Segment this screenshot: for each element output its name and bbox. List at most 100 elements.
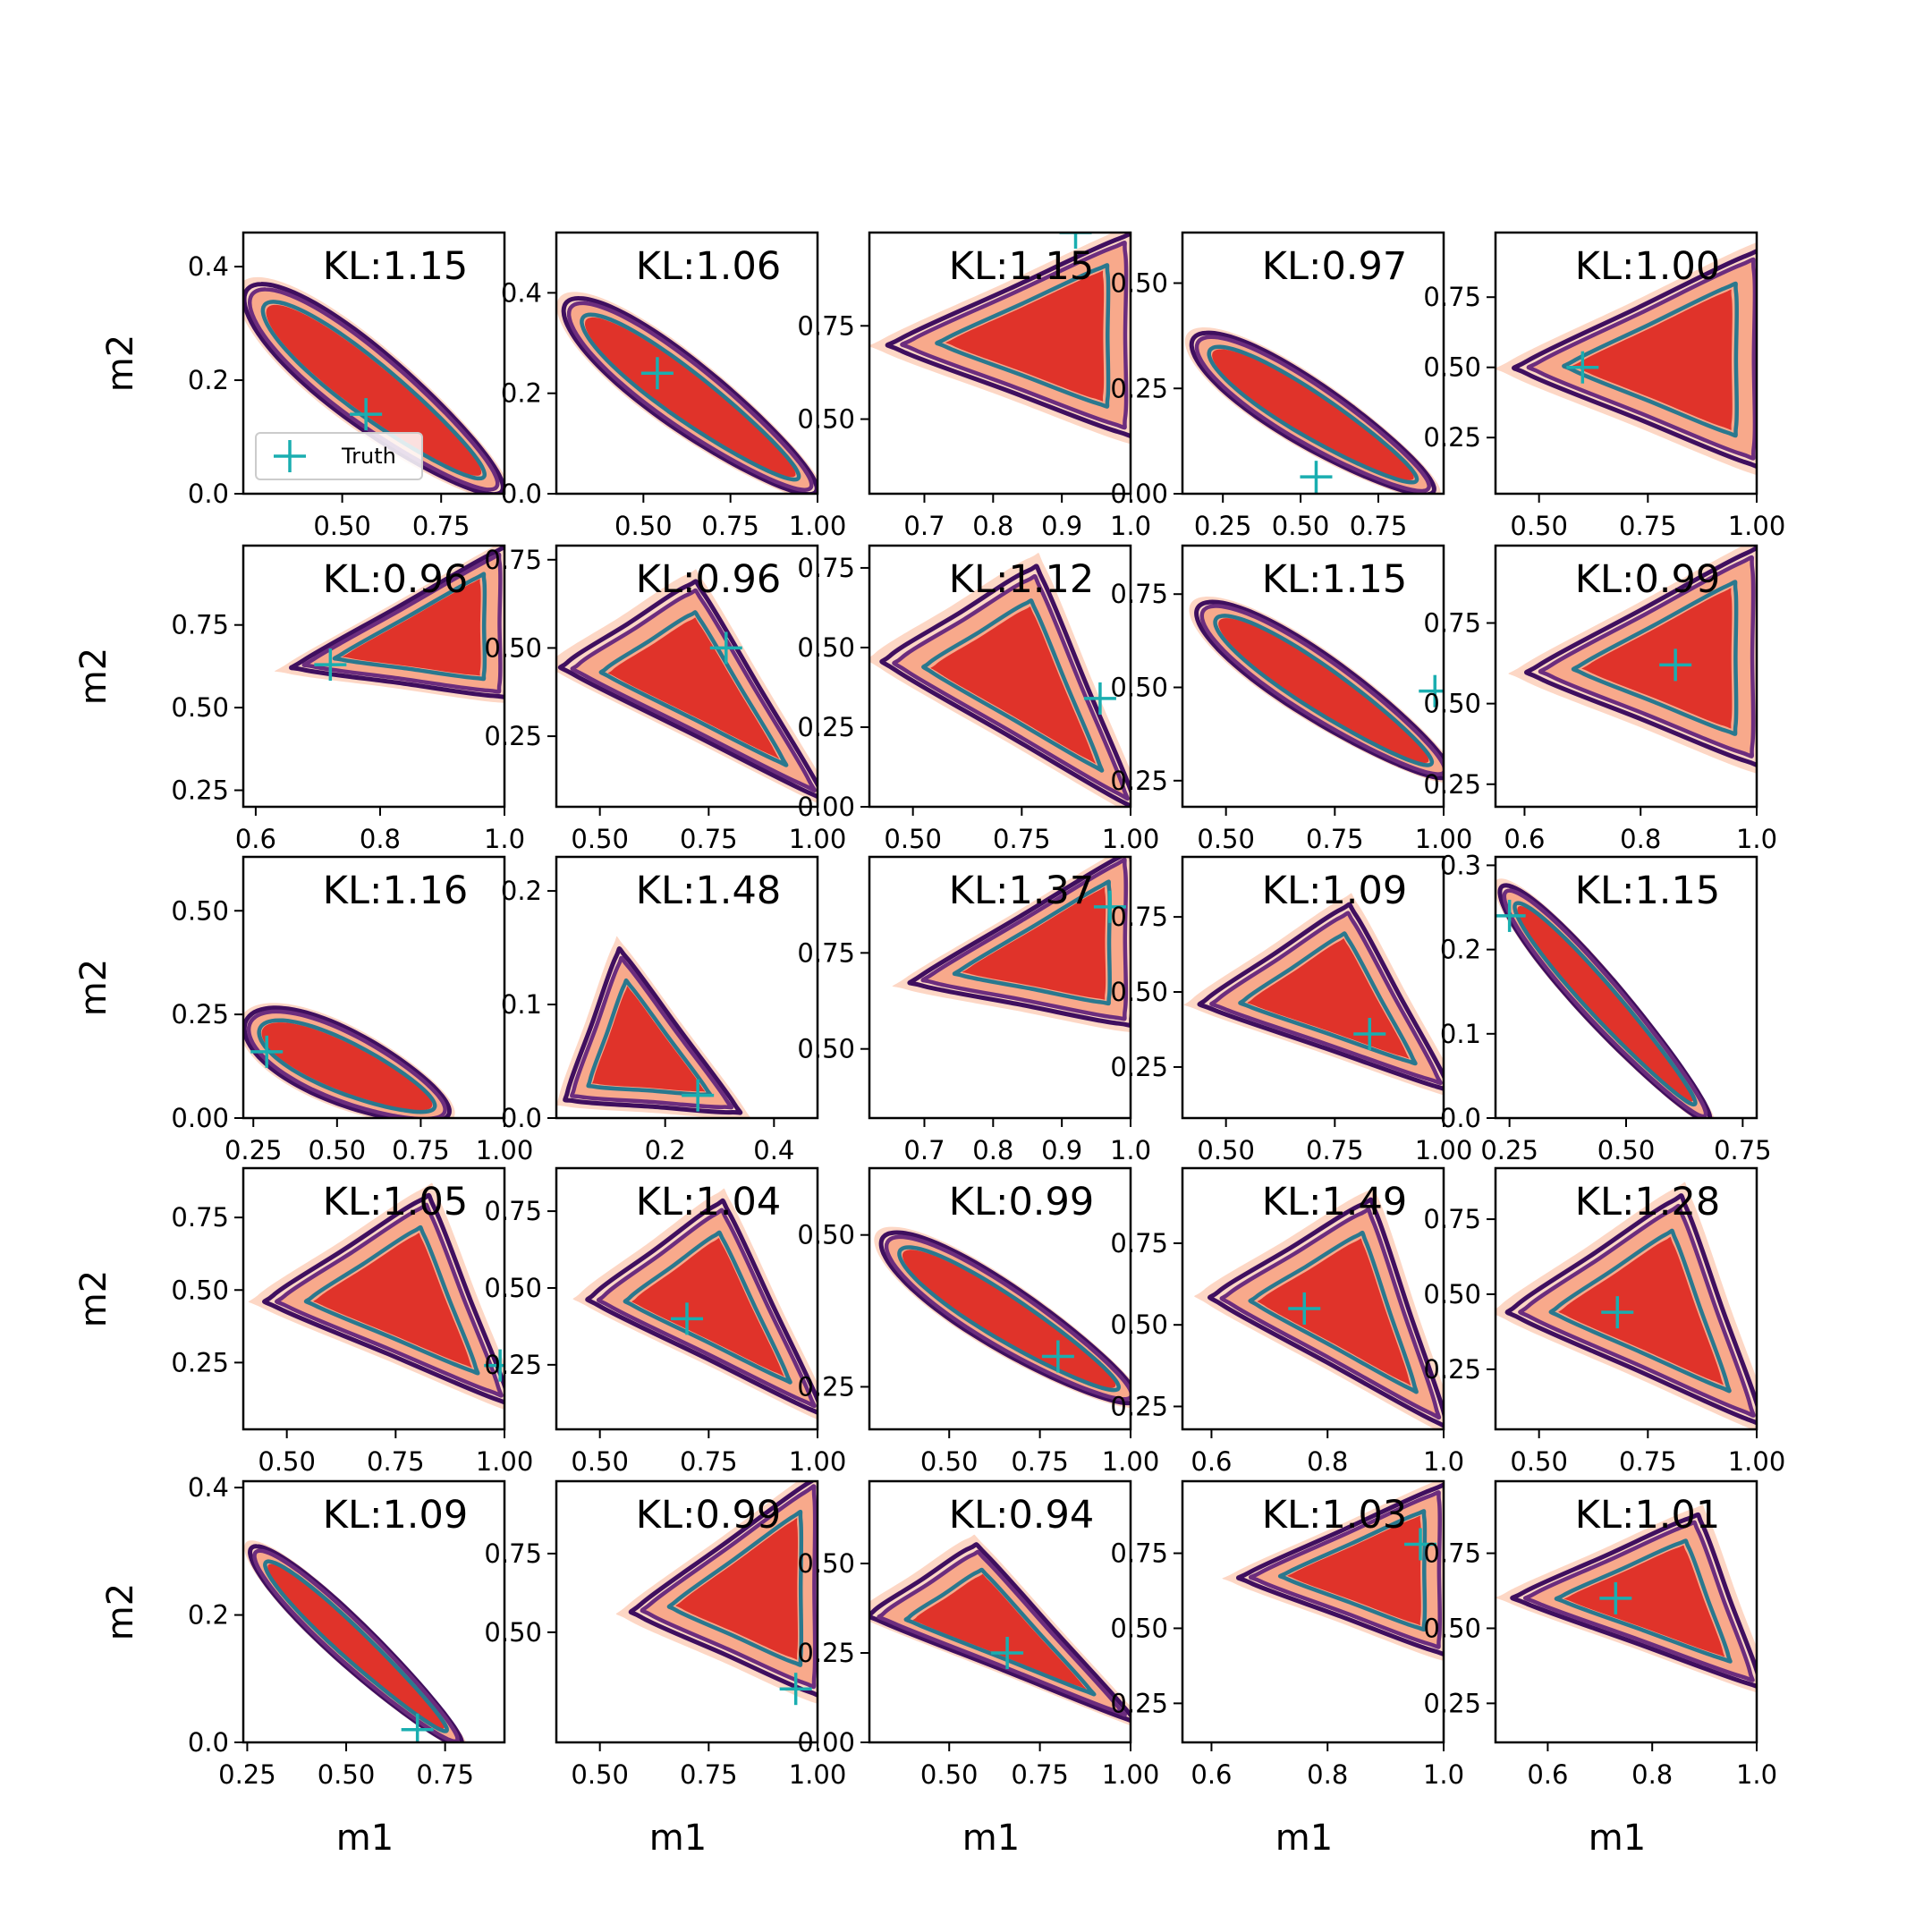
y-tick-label: 0.25 [484, 721, 542, 751]
contour-line-inner [598, 610, 789, 767]
x-tick-label: 1.0 [484, 824, 525, 854]
x-tick-label: 1.00 [789, 1446, 847, 1477]
density-contours [869, 233, 1131, 445]
truth-marker [1496, 899, 1526, 932]
truth-marker [779, 1673, 812, 1706]
x-tick-label: 1.0 [1736, 824, 1777, 854]
y-tick-label: 0.75 [1423, 282, 1481, 312]
density-contours [869, 553, 1131, 807]
contour-line-mid [247, 287, 500, 492]
contour-line-inner [1562, 281, 1740, 438]
density-contours [1496, 878, 1715, 1118]
truth-marker [1059, 233, 1092, 249]
density-contours [1189, 596, 1444, 784]
x-tick-label: 0.75 [367, 1446, 425, 1477]
x-tick-label: 1.00 [789, 511, 847, 541]
contour-line-inner [257, 1018, 437, 1114]
contour-line-inner [580, 312, 801, 482]
x-tick-label: 1.00 [789, 1759, 847, 1790]
x-tick-label: 1.00 [1728, 511, 1786, 541]
x-tick-label: 0.8 [1631, 1759, 1673, 1790]
density-fill-inner [631, 1238, 784, 1377]
density-fill-inner [962, 886, 1106, 1000]
contour-line-outer [262, 1192, 504, 1405]
density-fill-inner [912, 1573, 1087, 1690]
density-contours [1222, 1481, 1444, 1661]
panel-18: KL:0.99 0.50 0.75 1.00 0.25 0.50 [797, 1166, 1159, 1477]
y-tick-label: 0.50 [1423, 1613, 1481, 1643]
axes-frame [1494, 1479, 1758, 1744]
x-tick-label: 1.00 [476, 1135, 534, 1165]
axes-frame [555, 1166, 819, 1431]
kl-label: KL:1.15 [949, 244, 1094, 289]
density-fill-inner [1218, 618, 1429, 763]
density-fill-inner [313, 1233, 472, 1368]
density-contours [556, 569, 818, 804]
truth-marker [1083, 682, 1116, 715]
contour-line-mid [900, 240, 1129, 430]
x-tick-label: 0.50 [1510, 511, 1568, 541]
x-tick-label: 1.0 [1736, 1759, 1777, 1790]
kl-label: KL:0.96 [636, 557, 781, 602]
x-tick-label: 1.00 [1102, 824, 1160, 854]
x-tick-label: 0.75 [1714, 1135, 1772, 1165]
density-fill-inner [1517, 906, 1693, 1102]
kl-label: KL:1.09 [1262, 869, 1407, 913]
density-fill-inner [1257, 1238, 1411, 1386]
panel-21: KL:1.09 0.25 0.50 0.75 0.0 0.2 0.4 [188, 1472, 506, 1790]
contour-line-mid [1199, 604, 1444, 776]
contour-line-mid [566, 301, 814, 492]
y-tick-label: 0.25 [1423, 1688, 1481, 1718]
contour-line-inner [903, 1567, 1097, 1697]
contour-line-outer [879, 564, 1131, 807]
x-tick-label: 0.2 [645, 1135, 686, 1165]
density-contours [244, 1540, 467, 1742]
axes-frame [1494, 231, 1758, 496]
truth-marker [1566, 351, 1599, 384]
contour-line-inner [666, 1509, 804, 1667]
panel-5: KL:1.00 0.50 0.75 1.00 0.25 0.50 0.75 [1423, 231, 1786, 541]
y-tick-label: 0.50 [1110, 673, 1168, 703]
contour-line-mid [877, 1549, 1127, 1717]
axes-frame [1494, 544, 1758, 809]
contour-line-inner [586, 978, 713, 1097]
kl-label: KL:1.16 [323, 869, 468, 913]
contour-line-mid [275, 1202, 504, 1398]
x-axis-label: m1 [1589, 1818, 1646, 1859]
truth-marker [682, 1079, 715, 1112]
legend-truth-marker [274, 440, 306, 472]
density-contours [874, 1226, 1131, 1409]
y-tick-label: 0.00 [171, 1103, 229, 1133]
y-tick-label: 0.0 [1440, 1103, 1481, 1133]
y-tick-label: 0.4 [188, 1472, 229, 1503]
contour-line-outer [1207, 1197, 1444, 1428]
truth-marker [1300, 461, 1333, 494]
x-axis-label: m1 [1275, 1818, 1333, 1859]
axes-frame [555, 1479, 819, 1744]
contour-line-outer [885, 233, 1131, 439]
panel-20: KL:1.28 0.50 0.75 1.00 0.25 0.50 0.75 [1423, 1166, 1785, 1477]
y-tick-label: 0.50 [1423, 1279, 1481, 1309]
contour-line-outer [1524, 546, 1757, 768]
y-tick-label: 0.00 [797, 792, 855, 822]
kl-label: KL:1.04 [636, 1180, 781, 1224]
axes-frame [1494, 1166, 1758, 1431]
y-tick-label: 0.75 [171, 610, 229, 640]
y-tick-label: 0.25 [1423, 422, 1481, 453]
kl-label: KL:1.15 [323, 244, 468, 289]
x-tick-label: 0.75 [1306, 824, 1364, 854]
panel-23: KL:0.94 0.50 0.75 1.00 0.00 0.25 0.50 [797, 1479, 1159, 1790]
density-fill-inner [1558, 1236, 1724, 1385]
x-tick-label: 0.50 [571, 824, 629, 854]
density-fill-inner [261, 1022, 433, 1111]
x-tick-label: 0.50 [1197, 1135, 1255, 1165]
truth-marker [991, 1637, 1024, 1669]
density-fill-inner [675, 1518, 799, 1660]
x-tick-label: 0.75 [1619, 1446, 1677, 1477]
contour-line-outer [628, 1481, 818, 1699]
y-tick-label: 0.2 [188, 1600, 229, 1631]
y-tick-label: 0.50 [797, 632, 855, 663]
x-tick-label: 0.50 [1197, 824, 1255, 854]
x-tick-label: 0.75 [1350, 511, 1408, 541]
x-axis-label: m1 [962, 1818, 1020, 1859]
